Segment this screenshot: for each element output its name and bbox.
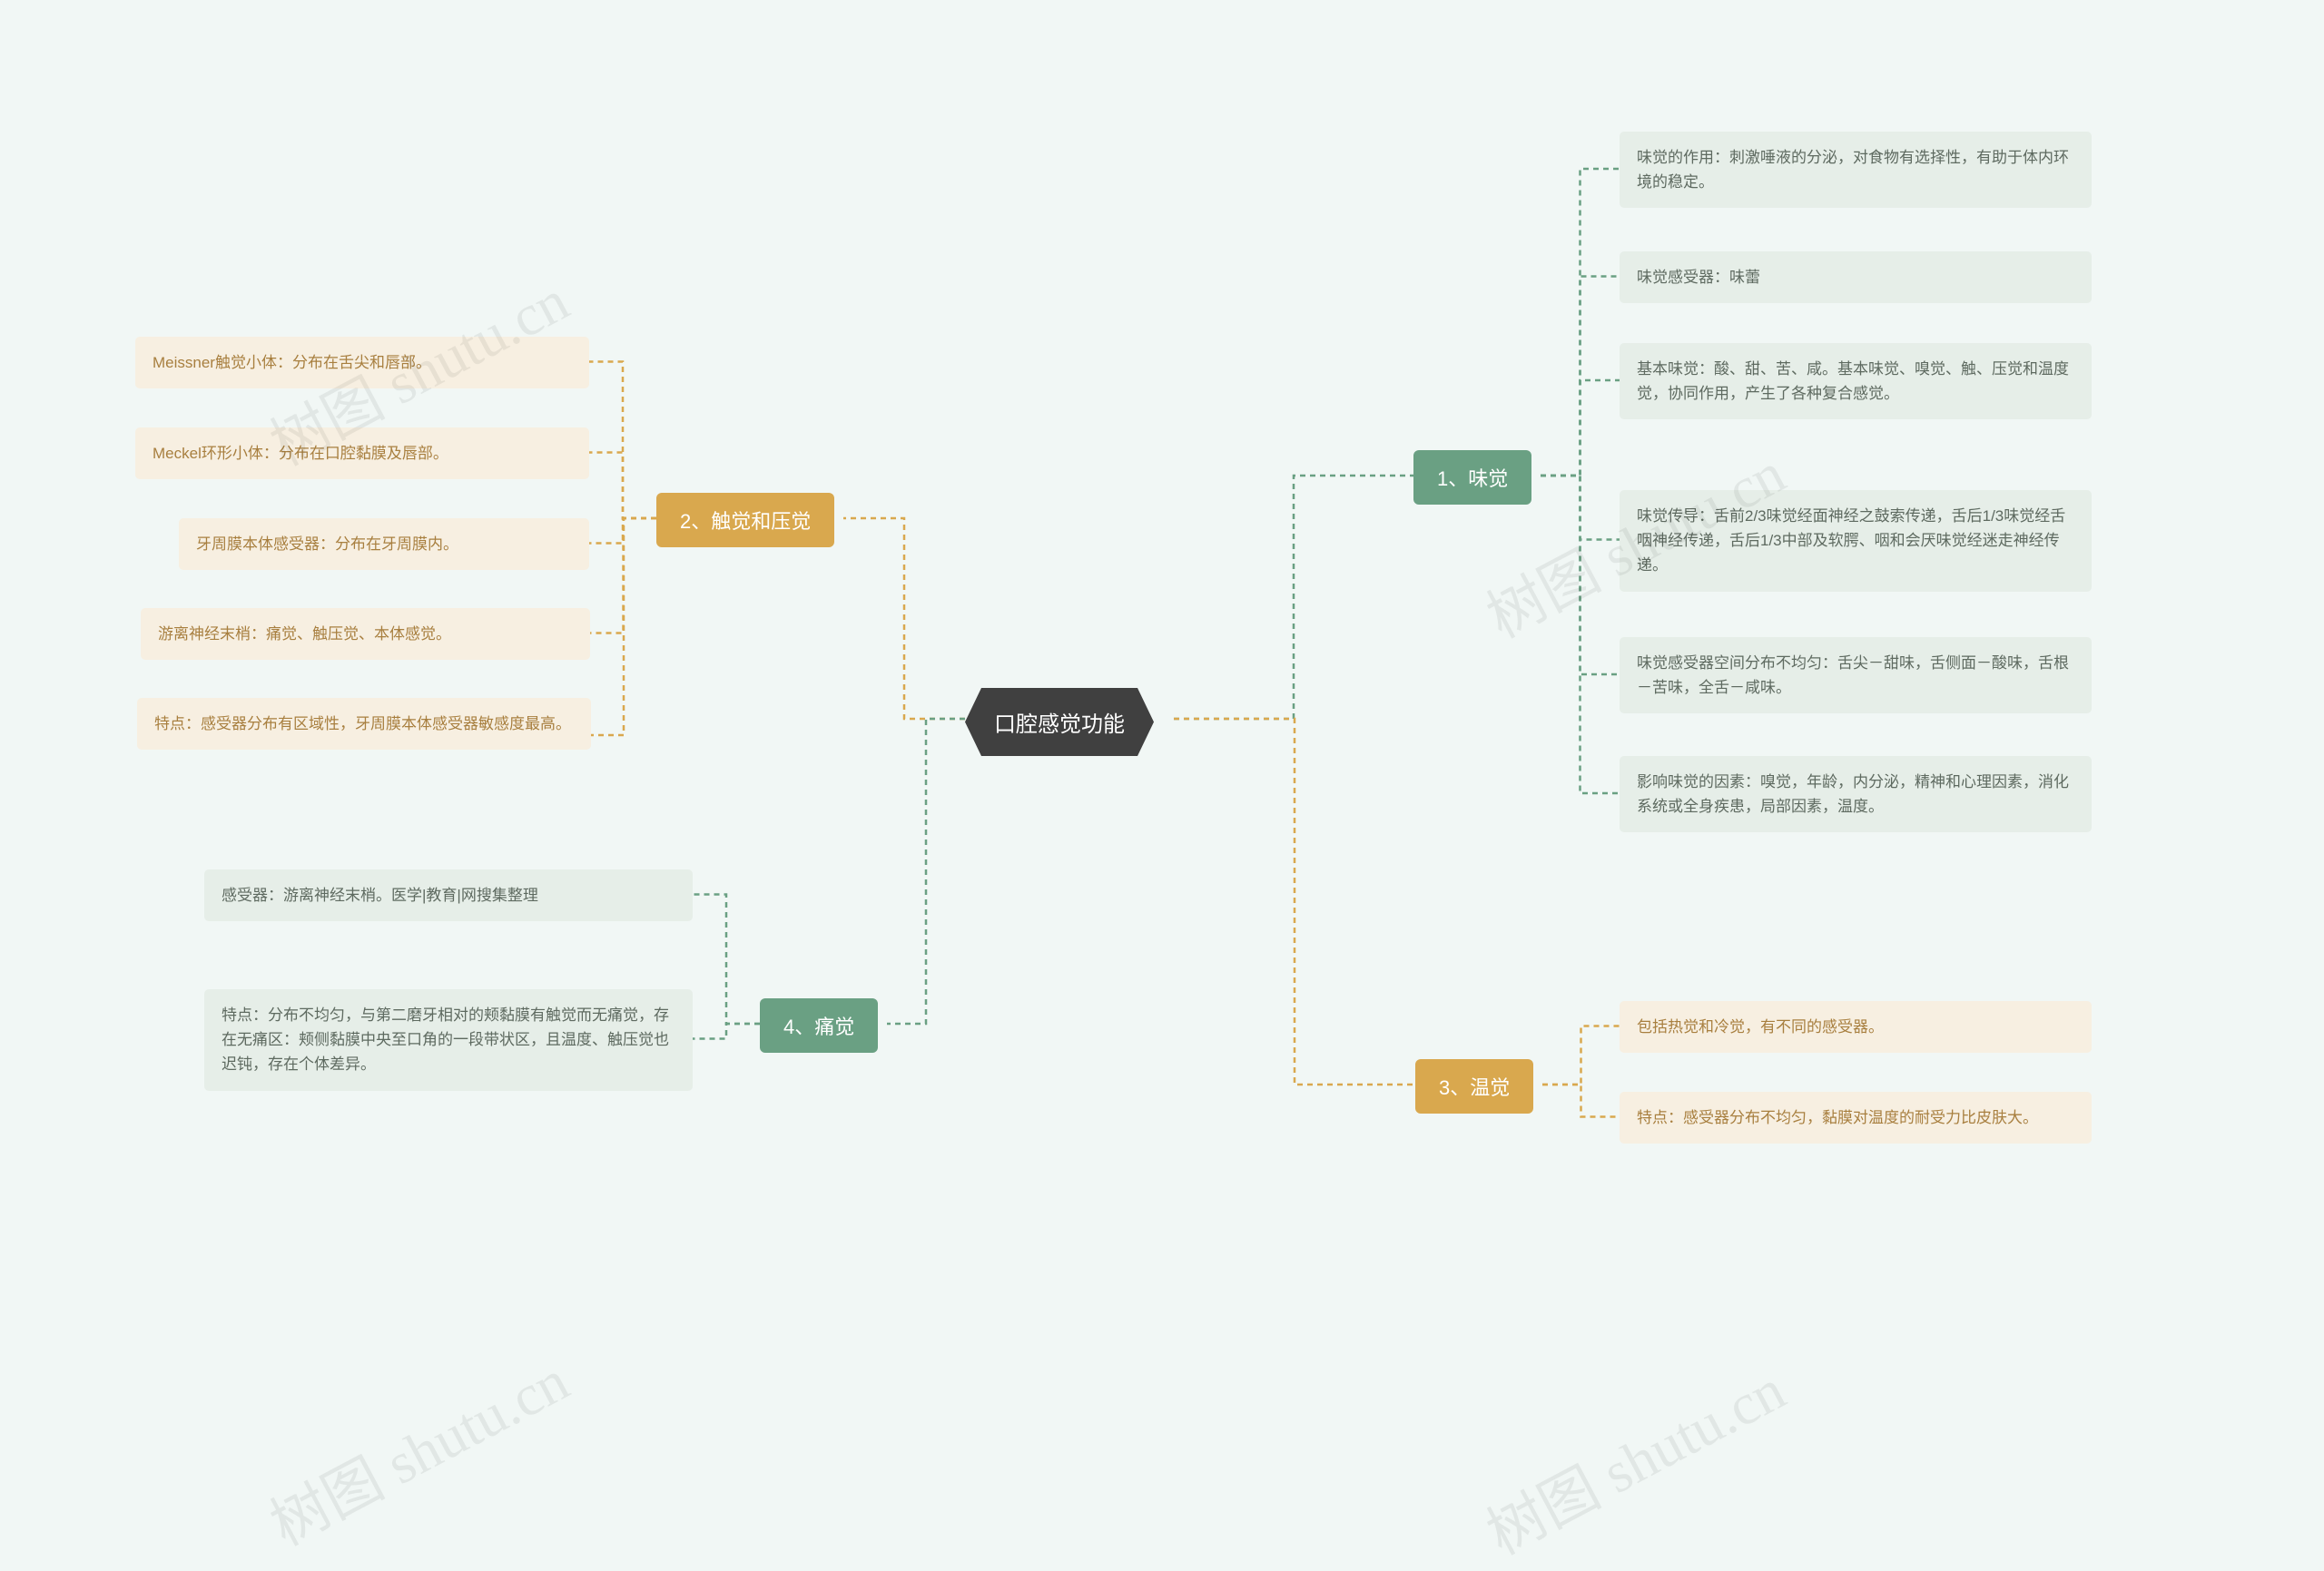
leaf-label: 味觉的作用：刺激唾液的分泌，对食物有选择性，有助于体内环境的稳定。	[1637, 149, 2069, 191]
leaf-label: 影响味觉的因素：嗅觉，年龄，内分泌，精神和心理因素，消化系统或全身疾患，局部因素…	[1637, 773, 2069, 815]
leaf-label: 味觉传导：舌前2/3味觉经面神经之鼓索传递，舌后1/3味觉经舌咽神经传递，舌后1…	[1637, 507, 2065, 574]
leaf-node[interactable]: 影响味觉的因素：嗅觉，年龄，内分泌，精神和心理因素，消化系统或全身疾患，局部因素…	[1620, 756, 2092, 832]
leaf-node[interactable]: 味觉感受器空间分布不均匀：舌尖－甜味，舌侧面－酸味，舌根－苦味，全舌－咸味。	[1620, 637, 2092, 713]
leaf-label: Meissner触觉小体：分布在舌尖和唇部。	[153, 354, 431, 371]
leaf-label: 感受器：游离神经末梢。医学|教育|网搜集整理	[222, 887, 538, 904]
leaf-node[interactable]: Meckel环形小体：分布在口腔黏膜及唇部。	[135, 427, 589, 479]
branch-node-b1[interactable]: 1、味觉	[1413, 450, 1531, 505]
leaf-node[interactable]: 牙周膜本体感受器：分布在牙周膜内。	[179, 518, 589, 570]
leaf-node[interactable]: 游离神经末梢：痛觉、触压觉、本体感觉。	[141, 608, 590, 660]
leaf-node[interactable]: 特点：感受器分布有区域性，牙周膜本体感受器敏感度最高。	[137, 698, 591, 750]
watermark-text: 树图 shutu.cn	[1477, 1357, 1795, 1566]
leaf-node[interactable]: Meissner触觉小体：分布在舌尖和唇部。	[135, 337, 589, 388]
mindmap-canvas: 口腔感觉功能 1、味觉 味觉的作用：刺激唾液的分泌，对食物有选择性，有助于体内环境的…	[0, 0, 2324, 1449]
root-label: 口腔感觉功能	[994, 712, 1125, 737]
leaf-label: 特点：感受器分布不均匀，黏膜对温度的耐受力比皮肤大。	[1637, 1109, 2038, 1126]
leaf-label: 牙周膜本体感受器：分布在牙周膜内。	[196, 535, 458, 553]
leaf-node[interactable]: 特点：感受器分布不均匀，黏膜对温度的耐受力比皮肤大。	[1620, 1092, 2092, 1144]
leaf-node[interactable]: 感受器：游离神经末梢。医学|教育|网搜集整理	[204, 869, 693, 921]
branch-node-b2[interactable]: 2、触觉和压觉	[656, 493, 834, 547]
branch-node-b4[interactable]: 4、痛觉	[760, 998, 878, 1053]
leaf-label: 基本味觉：酸、甜、苦、咸。基本味觉、嗅觉、触、压觉和温度觉，协同作用，产生了各种…	[1637, 360, 2069, 402]
leaf-label: 味觉感受器空间分布不均匀：舌尖－甜味，舌侧面－酸味，舌根－苦味，全舌－咸味。	[1637, 654, 2069, 696]
branch-label: 4、痛觉	[783, 1016, 854, 1038]
leaf-node[interactable]: 包括热觉和冷觉，有不同的感受器。	[1620, 1001, 2092, 1053]
branch-label: 2、触觉和压觉	[680, 510, 811, 533]
leaf-label: 特点：感受器分布有区域性，牙周膜本体感受器敏感度最高。	[154, 715, 571, 732]
leaf-node[interactable]: 味觉的作用：刺激唾液的分泌，对食物有选择性，有助于体内环境的稳定。	[1620, 132, 2092, 208]
leaf-label: 包括热觉和冷觉，有不同的感受器。	[1637, 1018, 1884, 1036]
leaf-label: 游离神经末梢：痛觉、触压觉、本体感觉。	[158, 625, 451, 643]
leaf-label: 味觉感受器：味蕾	[1637, 269, 1760, 286]
watermark: 树图 shutu.cn	[1470, 1344, 1797, 1571]
leaf-label: Meckel环形小体：分布在口腔黏膜及唇部。	[153, 445, 448, 462]
branch-label: 3、温觉	[1439, 1076, 1510, 1099]
leaf-node[interactable]: 味觉感受器：味蕾	[1620, 251, 2092, 303]
branch-label: 1、味觉	[1437, 467, 1508, 490]
branch-node-b3[interactable]: 3、温觉	[1415, 1059, 1533, 1114]
leaf-node[interactable]: 特点：分布不均匀，与第二磨牙相对的颊黏膜有触觉而无痛觉，存在无痛区：颊侧黏膜中央…	[204, 989, 693, 1091]
leaf-node[interactable]: 味觉传导：舌前2/3味觉经面神经之鼓索传递，舌后1/3味觉经舌咽神经传递，舌后1…	[1620, 490, 2092, 592]
root-node[interactable]: 口腔感觉功能	[965, 688, 1154, 756]
leaf-node[interactable]: 基本味觉：酸、甜、苦、咸。基本味觉、嗅觉、触、压觉和温度觉，协同作用，产生了各种…	[1620, 343, 2092, 419]
leaf-label: 特点：分布不均匀，与第二磨牙相对的颊黏膜有触觉而无痛觉，存在无痛区：颊侧黏膜中央…	[222, 1006, 669, 1073]
watermark: 树图 shutu.cn	[253, 1335, 580, 1562]
watermark-text: 树图 shutu.cn	[261, 1348, 578, 1557]
